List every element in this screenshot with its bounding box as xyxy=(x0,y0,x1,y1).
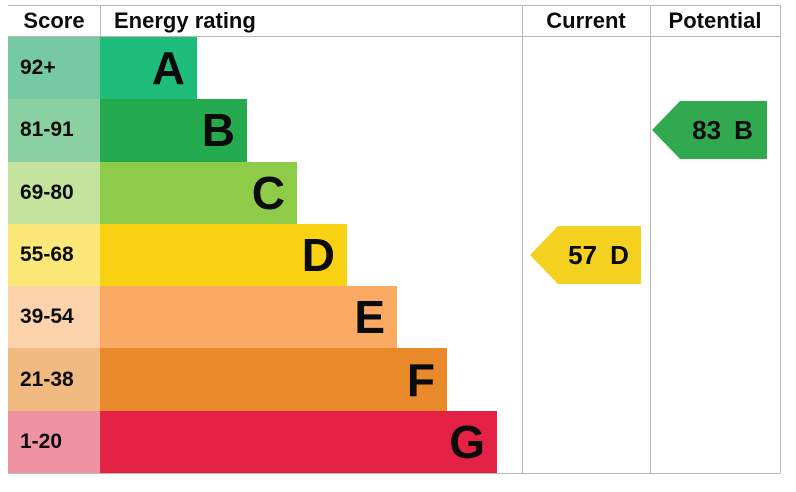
band-f-bar: F xyxy=(100,348,447,411)
band-f-letter: F xyxy=(406,353,435,406)
band-d-letter: D xyxy=(301,228,335,281)
energy-rating-header: Energy rating xyxy=(114,7,256,33)
band-f-score-range: 21-38 xyxy=(20,367,74,391)
band-f-score-cell: 21-38 xyxy=(8,348,100,411)
band-d-score-cell: 55-68 xyxy=(8,223,100,287)
current-rating-score: 57 xyxy=(568,239,598,270)
top-border-line xyxy=(8,5,780,6)
right-border-line xyxy=(780,5,781,473)
band-e-letter: E xyxy=(354,291,385,344)
band-g-letter: G xyxy=(449,415,485,468)
potential-column-divider xyxy=(650,5,651,473)
band-b-letter: B xyxy=(201,104,235,157)
band-b-score-range: 81-91 xyxy=(20,118,74,142)
current-rating-letter: D xyxy=(610,239,629,270)
band-b-bar: B xyxy=(100,99,247,162)
band-rows: 92+ A 81-91 B 69-80 C 55-68 D 39-54 E 21… xyxy=(8,37,780,473)
potential-rating-arrow: 83 B xyxy=(652,101,767,159)
band-row-a: 92+ A xyxy=(8,37,780,100)
band-b-score-cell: 81-91 xyxy=(8,99,100,162)
band-c-bar: C xyxy=(100,161,297,224)
band-a-score-range: 92+ xyxy=(20,56,56,80)
band-g-score-cell: 1-20 xyxy=(8,410,100,473)
band-g-score-range: 1-20 xyxy=(20,429,63,453)
score-header: Score xyxy=(23,7,85,33)
potential-rating-letter: B xyxy=(734,114,753,145)
band-c-score-cell: 69-80 xyxy=(8,161,100,224)
band-row-d: 55-68 D xyxy=(8,223,780,287)
current-header: Current xyxy=(546,7,626,33)
band-c-score-range: 69-80 xyxy=(20,180,74,204)
band-e-score-range: 39-54 xyxy=(20,305,74,329)
band-row-c: 69-80 C xyxy=(8,161,780,224)
band-d-score-range: 55-68 xyxy=(20,242,74,266)
band-a-score-cell: 92+ xyxy=(8,37,100,100)
header-divider-line xyxy=(8,36,780,37)
band-row-f: 21-38 F xyxy=(8,348,780,411)
band-row-g: 1-20 G xyxy=(8,410,780,473)
current-column-divider xyxy=(522,5,523,473)
band-a-letter: A xyxy=(151,42,185,95)
band-row-e: 39-54 E xyxy=(8,286,780,349)
band-c-letter: C xyxy=(251,166,285,219)
band-g-bar: G xyxy=(100,410,497,473)
band-e-score-cell: 39-54 xyxy=(8,286,100,349)
band-a-bar: A xyxy=(100,37,197,100)
potential-header: Potential xyxy=(668,7,762,33)
band-e-bar: E xyxy=(100,286,397,349)
band-row-b: 81-91 B xyxy=(8,99,780,162)
potential-rating-score: 83 xyxy=(692,114,722,145)
band-d-bar: D xyxy=(100,223,347,287)
bottom-border-line xyxy=(8,473,780,474)
